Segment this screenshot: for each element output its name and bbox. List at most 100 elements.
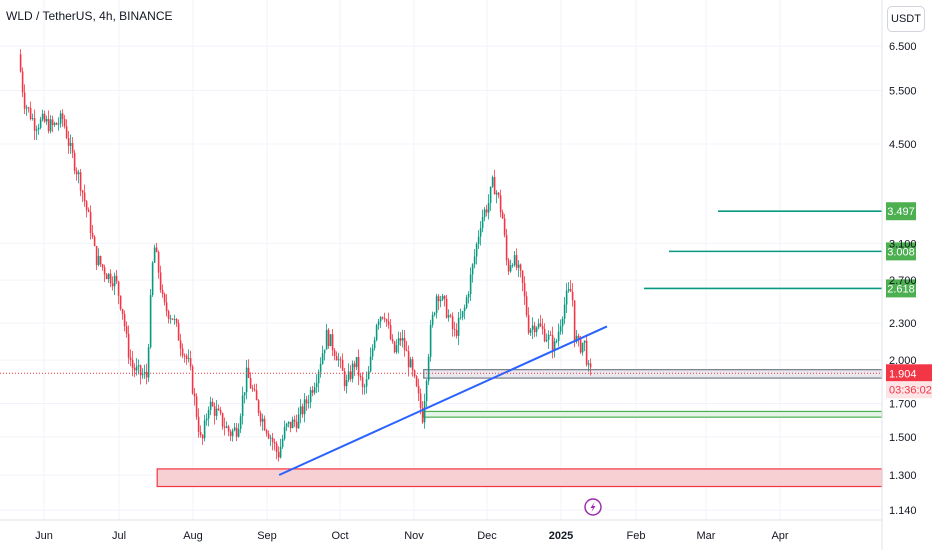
candle-body — [93, 236, 96, 247]
currency-button[interactable]: USDT — [887, 6, 925, 32]
time-axis[interactable]: Jun Jul Aug Sep Oct Nov Dec 2025 Feb Mar Apr — [0, 519, 882, 542]
candle-body — [287, 421, 290, 424]
candle-body — [133, 367, 136, 371]
candle-body — [67, 137, 70, 146]
candle-body — [153, 247, 156, 263]
price-tick-label: 2.300 — [889, 318, 917, 330]
candle-body — [247, 367, 250, 378]
candle-body — [531, 325, 534, 330]
candle-body — [307, 402, 310, 404]
trendline — [278, 325, 608, 476]
candle-body — [343, 370, 346, 387]
candle-body — [525, 296, 528, 316]
candle-body — [147, 347, 150, 378]
candle-body — [485, 209, 488, 213]
candle-body — [429, 324, 432, 357]
candle-body — [327, 329, 330, 347]
resistance-zone — [423, 369, 883, 379]
candle-body — [393, 341, 396, 353]
candle-body — [171, 318, 174, 320]
candle-body — [541, 326, 544, 329]
countdown-label: 03:36:02 — [889, 384, 932, 396]
event-marker[interactable] — [584, 498, 602, 516]
candle-body — [43, 113, 46, 122]
candle-body — [85, 201, 88, 210]
candle-body — [479, 228, 482, 237]
price-axis[interactable]: 6.500 5.500 4.500 3.100 2.700 2.300 2.000 1.700… — [881, 0, 917, 550]
candle-body — [165, 302, 168, 312]
price-zones — [156, 369, 883, 488]
candle-body — [105, 274, 108, 280]
fib-levels[interactable]: 3.497 3.008 2.618 — [644, 202, 916, 298]
candle-body — [407, 351, 410, 368]
candle-body — [291, 419, 294, 429]
candle-body — [209, 401, 212, 411]
countdown-badge — [886, 381, 932, 399]
candle-body — [137, 365, 140, 367]
candle-body — [403, 338, 406, 350]
trendline-layer[interactable] — [278, 325, 608, 476]
candle-body — [107, 273, 110, 280]
candle-body — [73, 152, 76, 171]
candle-body — [293, 419, 296, 422]
candle-body — [179, 340, 182, 349]
candle-body — [299, 406, 302, 415]
candle-body — [261, 418, 264, 422]
candle-body — [587, 363, 590, 365]
candle-body — [197, 416, 200, 432]
candle-body — [439, 299, 442, 302]
candle-body — [537, 323, 540, 328]
candle-body — [309, 390, 312, 403]
candle-body — [295, 421, 298, 429]
candle-body — [47, 118, 50, 132]
candle-body — [505, 235, 508, 261]
candle-body — [77, 172, 80, 175]
candle-body — [95, 246, 98, 266]
candle-body — [55, 123, 58, 125]
candle-body — [493, 177, 496, 195]
candle-body — [447, 315, 450, 318]
candle-body — [389, 324, 392, 340]
candle-body — [71, 142, 74, 153]
time-tick-label: 2025 — [549, 530, 573, 542]
candle-body — [351, 363, 354, 379]
candle-body — [359, 375, 362, 378]
candle-body — [87, 209, 90, 213]
candle-body — [515, 255, 518, 268]
candle-body — [69, 142, 72, 146]
candle-body — [65, 126, 68, 138]
candle-body — [379, 317, 382, 322]
candle-body — [305, 399, 308, 404]
candle-body — [441, 295, 444, 300]
candle-body — [283, 426, 286, 439]
candle-body — [139, 365, 142, 376]
candle-body — [207, 410, 210, 419]
candle-body — [313, 387, 316, 393]
price-tick-label: 4.500 — [889, 139, 917, 151]
candle-body — [337, 359, 340, 361]
candle-body — [187, 358, 190, 359]
candle-body — [581, 342, 584, 353]
candle-body — [535, 327, 538, 333]
candle-body — [445, 298, 448, 318]
time-tick-label: Sep — [257, 530, 277, 542]
candle-body — [501, 212, 504, 219]
candle-body — [545, 339, 548, 342]
candle-body — [279, 446, 282, 458]
candle-body — [459, 317, 462, 318]
candle-body — [103, 267, 106, 275]
candle-body — [523, 282, 526, 297]
time-tick-label: Mar — [697, 530, 716, 542]
candle-body — [449, 315, 452, 317]
candle-body — [31, 118, 34, 120]
candle-body — [51, 119, 54, 125]
candle-body — [37, 127, 40, 130]
candle-body — [509, 265, 512, 272]
candle-body — [129, 357, 132, 360]
candle-body — [193, 393, 196, 397]
candle-body — [339, 359, 342, 361]
candle-body — [463, 307, 466, 312]
candle-body — [169, 318, 172, 320]
time-tick-label: Apr — [771, 530, 788, 542]
